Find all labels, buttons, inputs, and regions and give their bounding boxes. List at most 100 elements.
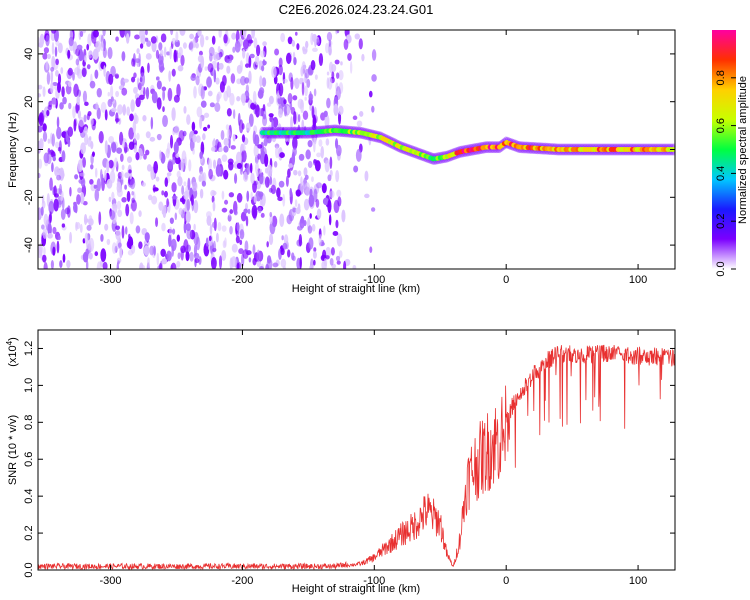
noise-speckle xyxy=(163,46,167,58)
noise-speckle xyxy=(364,193,370,199)
noise-speckle xyxy=(259,75,263,88)
noise-speckle xyxy=(95,40,101,53)
noise-speckle xyxy=(102,30,106,37)
noise-speckle xyxy=(81,67,87,78)
noise-speckle xyxy=(53,185,57,197)
noise-speckle xyxy=(121,197,127,203)
noise-speckle xyxy=(49,211,53,223)
snr-y-scale-label: (x104) xyxy=(5,337,20,367)
noise-speckle xyxy=(182,42,187,49)
x-tick-label: -100 xyxy=(363,274,385,286)
noise-speckle xyxy=(258,108,263,117)
noise-speckle xyxy=(234,173,238,184)
noise-speckle xyxy=(292,207,297,213)
noise-speckle xyxy=(255,44,261,57)
snr-y-axis-title: SNR (10 * v/v) xyxy=(7,415,19,485)
noise-speckle xyxy=(252,180,257,193)
noise-speckle xyxy=(200,85,205,100)
noise-speckle xyxy=(258,87,265,95)
noise-speckle xyxy=(300,176,303,187)
noise-speckle xyxy=(304,182,311,197)
noise-speckle xyxy=(77,187,82,194)
noise-speckle xyxy=(364,170,369,182)
noise-speckle xyxy=(84,133,89,146)
noise-speckle xyxy=(296,43,300,51)
noise-speckle xyxy=(226,65,231,74)
noise-speckle xyxy=(55,69,59,77)
noise-speckle xyxy=(103,65,106,77)
noise-speckle xyxy=(69,231,72,244)
noise-speckle xyxy=(216,93,220,103)
noise-speckle xyxy=(290,77,294,90)
noise-speckle xyxy=(59,260,63,268)
noise-speckle xyxy=(236,96,241,102)
noise-speckle xyxy=(331,63,337,73)
noise-speckle xyxy=(279,213,285,228)
noise-speckle xyxy=(38,125,43,133)
noise-speckle xyxy=(124,172,130,179)
noise-speckle xyxy=(133,72,137,79)
noise-speckle xyxy=(42,131,48,142)
spectrogram-x-axis: -300 -200 -100 0 100 xyxy=(100,30,647,286)
noise-speckle xyxy=(194,42,199,49)
noise-speckle xyxy=(115,36,119,42)
noise-speckle xyxy=(177,65,184,72)
y-tick-label: -20 xyxy=(23,189,35,205)
noise-speckle xyxy=(297,170,302,177)
noise-speckle xyxy=(139,264,146,269)
noise-speckle xyxy=(170,238,177,252)
noise-speckle xyxy=(38,112,44,127)
noise-speckle xyxy=(278,180,285,188)
noise-speckle xyxy=(291,39,296,47)
colorbar-tick-label: 0.2 xyxy=(715,214,727,229)
noise-speckle xyxy=(135,225,141,234)
colorbar-tick-label: 0.8 xyxy=(715,70,727,85)
noise-speckle xyxy=(242,48,246,59)
noise-speckle xyxy=(186,114,191,125)
noise-speckle xyxy=(207,158,213,171)
noise-speckle xyxy=(126,190,131,202)
noise-speckle xyxy=(170,30,174,36)
noise-speckle xyxy=(228,192,235,198)
noise-speckle xyxy=(158,60,165,73)
noise-speckle xyxy=(124,226,128,235)
noise-speckle xyxy=(307,140,313,148)
noise-speckle xyxy=(82,157,86,168)
noise-speckle xyxy=(73,83,79,98)
x-tick-label: 100 xyxy=(629,575,647,587)
noise-speckle xyxy=(293,169,298,176)
noise-speckle xyxy=(316,152,322,158)
noise-speckle xyxy=(195,75,200,86)
noise-speckle xyxy=(176,83,181,98)
noise-speckle xyxy=(42,228,48,240)
noise-speckle xyxy=(291,151,296,166)
noise-speckle xyxy=(102,261,108,269)
noise-speckle xyxy=(38,84,43,90)
noise-speckle xyxy=(322,197,329,206)
noise-speckle xyxy=(100,101,107,113)
noise-speckle xyxy=(277,196,283,202)
noise-speckle xyxy=(150,116,154,130)
noise-speckle xyxy=(223,137,229,147)
noise-speckle xyxy=(227,158,234,165)
noise-speckle xyxy=(324,159,330,173)
noise-speckle xyxy=(88,252,93,260)
noise-speckle xyxy=(84,232,89,245)
noise-speckle xyxy=(247,39,254,44)
noise-speckle xyxy=(349,61,353,74)
noise-speckle xyxy=(145,86,150,100)
noise-speckle xyxy=(264,176,270,188)
noise-speckle xyxy=(356,120,363,127)
noise-speckle xyxy=(283,99,287,105)
noise-speckle xyxy=(334,138,339,149)
noise-speckle xyxy=(240,93,247,104)
noise-speckle xyxy=(67,67,73,76)
noise-speckle xyxy=(223,145,229,153)
noise-speckle xyxy=(95,102,99,111)
noise-speckle xyxy=(211,195,215,203)
noise-speckle xyxy=(232,133,236,142)
noise-speckle xyxy=(243,208,248,214)
noise-speckle xyxy=(304,174,309,180)
noise-speckle xyxy=(252,90,257,105)
